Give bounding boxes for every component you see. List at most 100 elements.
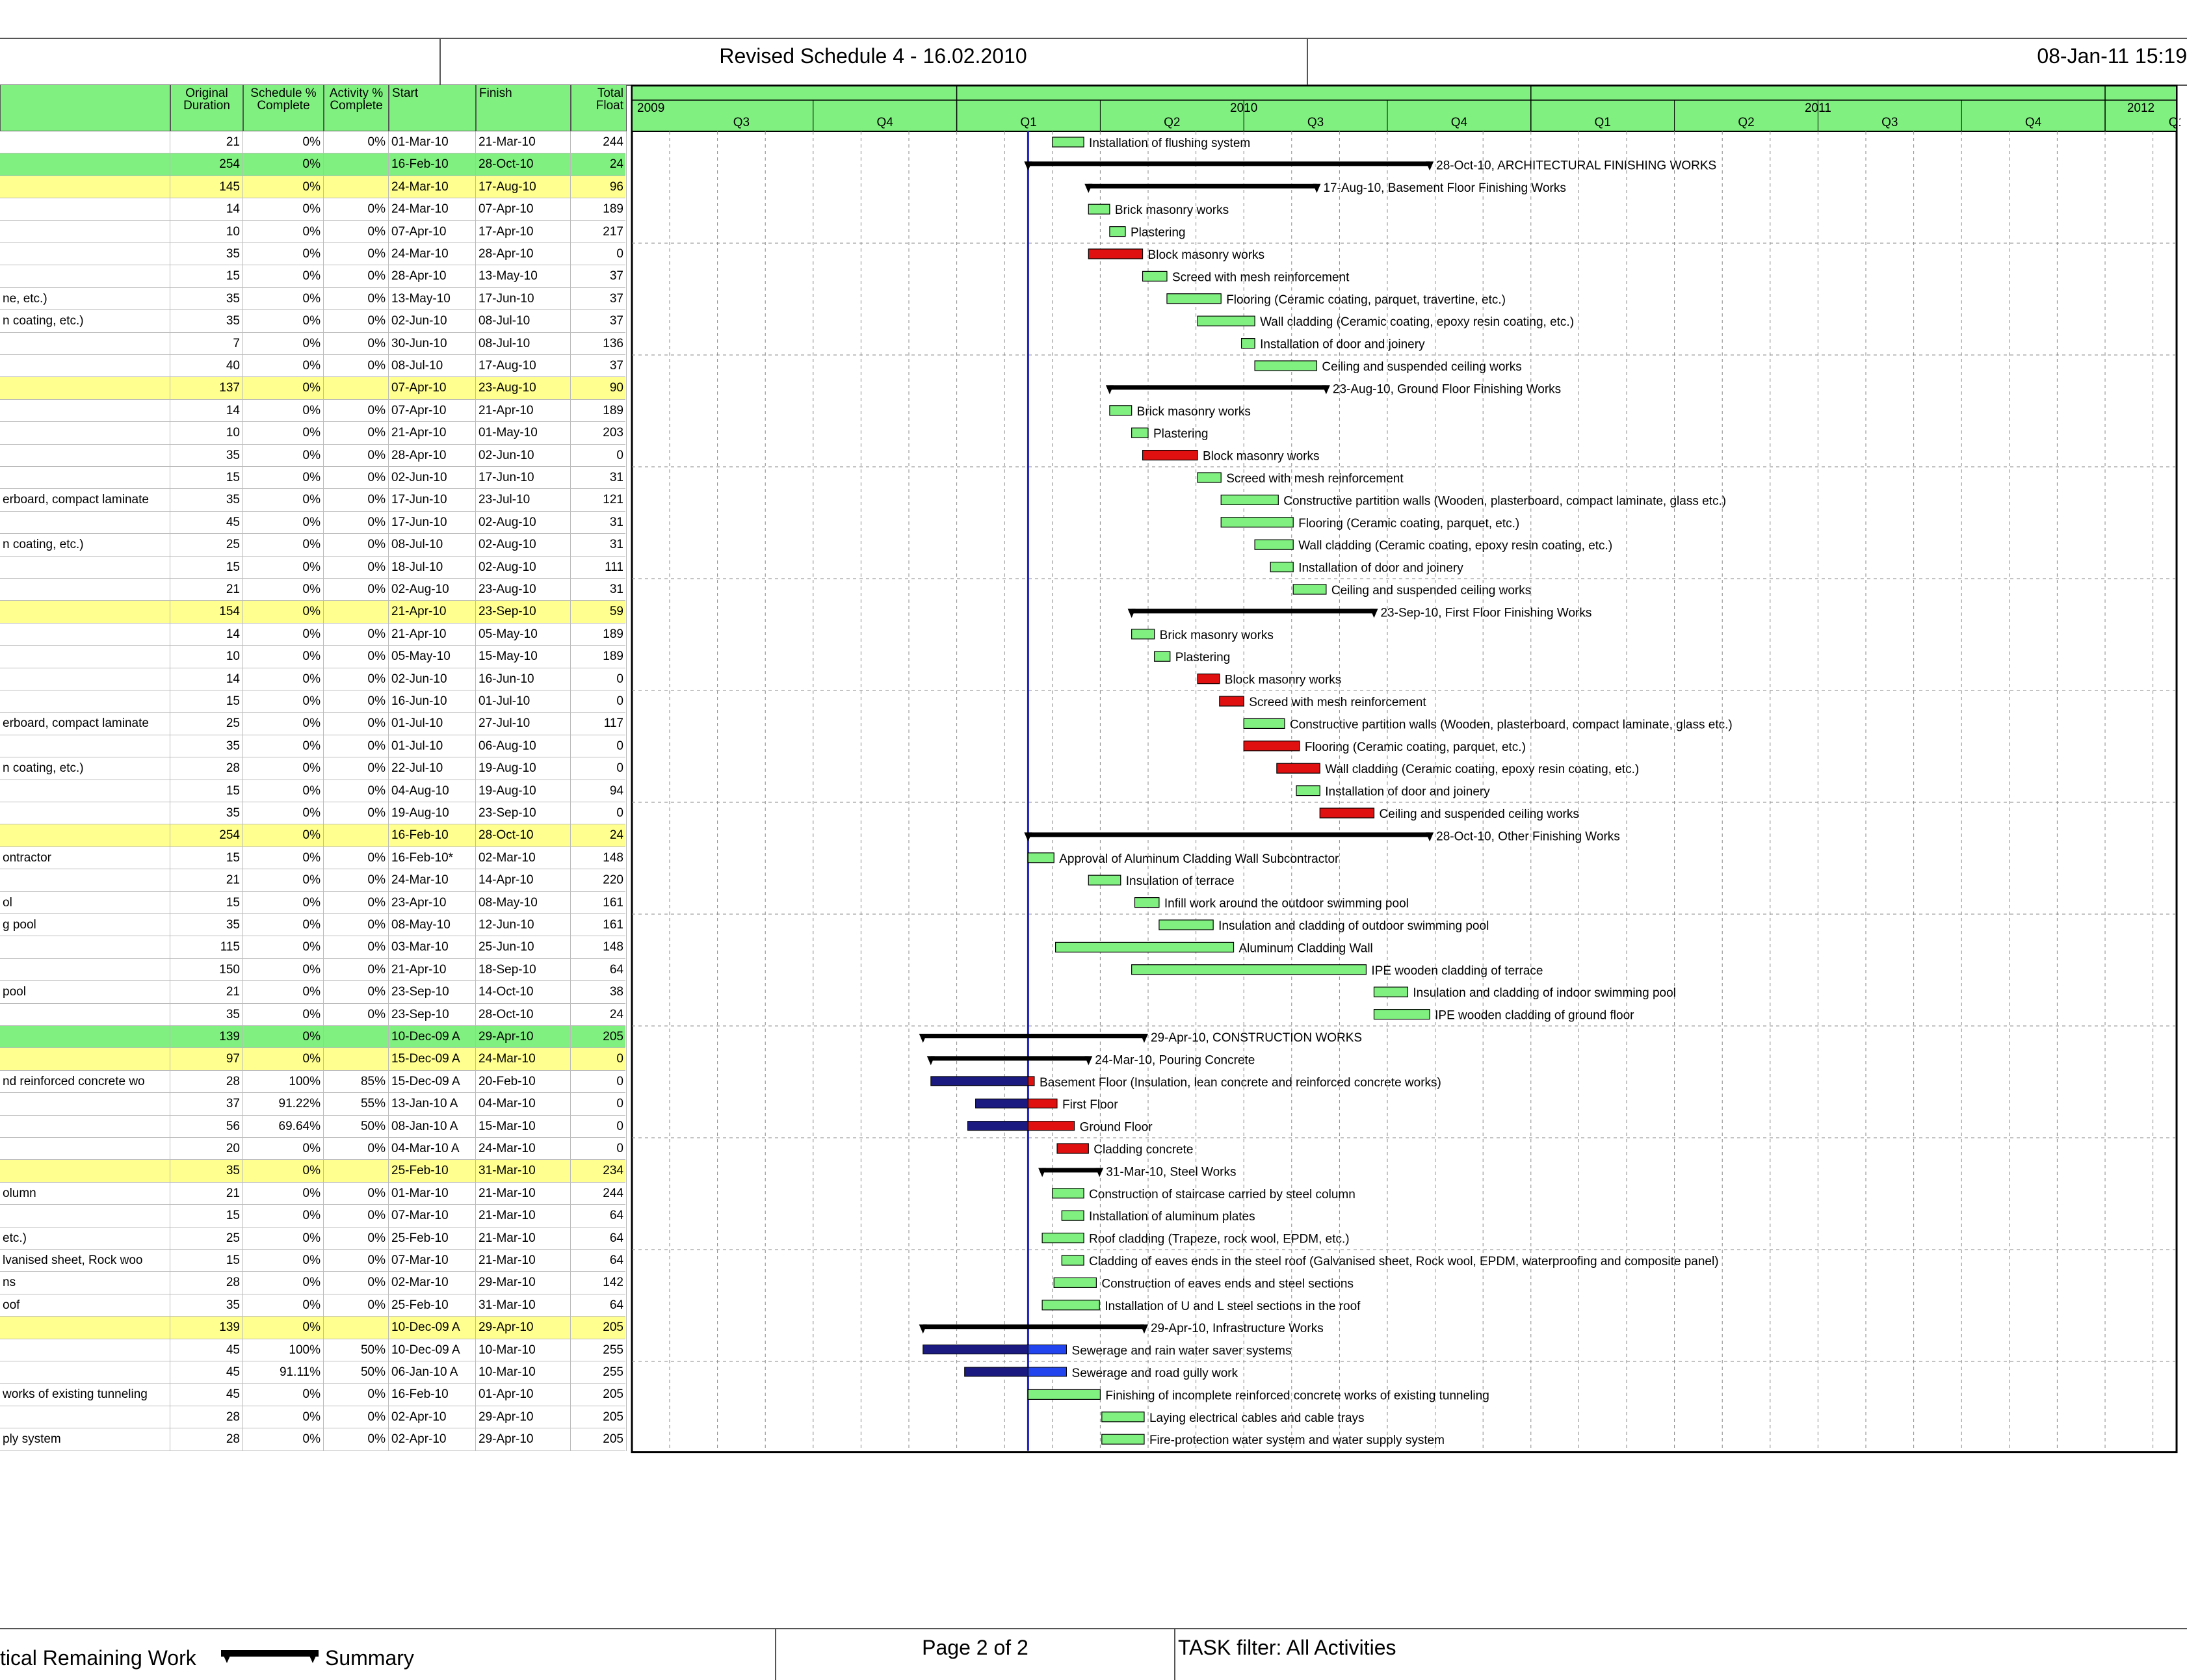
- table-row[interactable]: 254 0% 16-Feb-10 28-Oct-10 24: [0, 824, 627, 847]
- original-duration: 28: [170, 1406, 243, 1429]
- finish-column-header[interactable]: Finish: [476, 85, 571, 131]
- finish-date: 24-Mar-10: [476, 1138, 571, 1161]
- table-row[interactable]: 154 0% 21-Apr-10 23-Sep-10 59: [0, 601, 627, 623]
- table-row[interactable]: erboard, compact laminate 25 0% 0% 01-Jul-10…: [0, 713, 627, 735]
- critical-activity-bar: [1219, 696, 1244, 707]
- table-row[interactable]: 37 91.22% 55% 13-Jan-10 A 04-Mar-10 0: [0, 1093, 627, 1116]
- table-row[interactable]: n coating, etc.) 28 0% 0% 22-Jul-10 19-Aug-10…: [0, 757, 627, 780]
- activity-name: [0, 1317, 170, 1339]
- bar-label: Insulation and cladding of indoor swimmi…: [1413, 986, 1676, 1000]
- table-row[interactable]: ne, etc.) 35 0% 0% 13-May-10 17-Jun-10 37: [0, 287, 627, 311]
- activity-percent: 0%: [324, 668, 389, 690]
- finish-date: 19-Aug-10: [476, 780, 571, 802]
- table-row[interactable]: pool 21 0% 0% 23-Sep-10 14-Oct-10 38: [0, 981, 627, 1004]
- activity-percent: 0%: [324, 936, 389, 959]
- bar-label: Block masonry works: [1203, 450, 1320, 464]
- table-row[interactable]: 15 0% 0% 18-Jul-10 02-Aug-10 111: [0, 556, 627, 579]
- table-row[interactable]: 40 0% 0% 08-Jul-10 17-Aug-10 37: [0, 355, 627, 378]
- table-row[interactable]: 14 0% 0% 24-Mar-10 07-Apr-10 189: [0, 198, 627, 221]
- table-row[interactable]: 139 0% 10-Dec-09 A 29-Apr-10 205: [0, 1317, 627, 1339]
- table-row[interactable]: 97 0% 15-Dec-09 A 24-Mar-10 0: [0, 1048, 627, 1071]
- table-row[interactable]: nd reinforced concrete wo 28 100% 85% 15-Dec…: [0, 1070, 627, 1094]
- table-row[interactable]: 35 0% 0% 24-Mar-10 28-Apr-10 0: [0, 243, 627, 266]
- table-row[interactable]: ontractor 15 0% 0% 16-Feb-10* 02-Mar-10 148: [0, 847, 627, 870]
- table-row[interactable]: 115 0% 0% 03-Mar-10 25-Jun-10 148: [0, 936, 627, 959]
- schedule-percent: 0%: [243, 1406, 324, 1429]
- bar-label: 31-Mar-10, Steel Works: [1106, 1165, 1236, 1179]
- table-row[interactable]: 14 0% 0% 02-Jun-10 16-Jun-10 0: [0, 668, 627, 690]
- original-duration: 28: [170, 1070, 243, 1094]
- table-row[interactable]: 20 0% 0% 04-Mar-10 A 24-Mar-10 0: [0, 1138, 627, 1161]
- start-date: 01-Jul-10: [389, 713, 476, 735]
- table-row[interactable]: 15 0% 0% 04-Aug-10 19-Aug-10 94: [0, 780, 627, 802]
- finish-date: 17-Apr-10: [476, 220, 571, 243]
- total-float: 111: [571, 556, 627, 579]
- finish-date: 29-Apr-10: [476, 1026, 571, 1049]
- table-row[interactable]: 10 0% 0% 21-Apr-10 01-May-10 203: [0, 422, 627, 445]
- table-row[interactable]: ns 28 0% 0% 02-Mar-10 29-Mar-10 142: [0, 1272, 627, 1294]
- table-row[interactable]: 21 0% 0% 02-Aug-10 23-Aug-10 31: [0, 579, 627, 601]
- finish-date: 21-Mar-10: [476, 1205, 571, 1227]
- finish-date: 21-Mar-10: [476, 1250, 571, 1272]
- activity-name: [0, 131, 170, 154]
- table-row[interactable]: 139 0% 10-Dec-09 A 29-Apr-10 205: [0, 1026, 627, 1049]
- table-row[interactable]: ol 15 0% 0% 23-Apr-10 08-May-10 161: [0, 891, 627, 914]
- table-row[interactable]: 45 91.11% 50% 06-Jan-10 A 10-Mar-10 255: [0, 1361, 627, 1384]
- table-row[interactable]: etc.) 25 0% 0% 25-Feb-10 21-Mar-10 64: [0, 1227, 627, 1250]
- table-row[interactable]: 14 0% 0% 21-Apr-10 05-May-10 189: [0, 623, 627, 646]
- start-date: 03-Mar-10: [389, 936, 476, 959]
- table-row[interactable]: 145 0% 24-Mar-10 17-Aug-10 96: [0, 176, 627, 199]
- table-row[interactable]: works of existing tunneling 45 0% 0% 16-Feb-…: [0, 1384, 627, 1406]
- table-row[interactable]: 56 69.64% 50% 08-Jan-10 A 15-Mar-10 0: [0, 1115, 627, 1138]
- table-row[interactable]: 28 0% 0% 02-Apr-10 29-Apr-10 205: [0, 1406, 627, 1429]
- table-row[interactable]: g pool 35 0% 0% 08-May-10 12-Jun-10 161: [0, 914, 627, 937]
- table-row[interactable]: 10 0% 0% 05-May-10 15-May-10 189: [0, 646, 627, 668]
- table-row[interactable]: 7 0% 0% 30-Jun-10 08-Jul-10 136: [0, 332, 627, 355]
- table-row[interactable]: 150 0% 0% 21-Apr-10 18-Sep-10 64: [0, 958, 627, 982]
- table-row[interactable]: lvanised sheet, Rock woo 15 0% 0% 07-Mar-10 2…: [0, 1250, 627, 1272]
- original-duration: 145: [170, 176, 243, 199]
- table-row[interactable]: 10 0% 0% 07-Apr-10 17-Apr-10 217: [0, 220, 627, 243]
- table-row[interactable]: 254 0% 16-Feb-10 28-Oct-10 24: [0, 153, 627, 176]
- name-column-header[interactable]: [0, 85, 170, 131]
- table-row[interactable]: n coating, etc.) 25 0% 0% 08-Jul-10 02-Aug-10…: [0, 534, 627, 557]
- table-row[interactable]: 15 0% 0% 02-Jun-10 17-Jun-10 31: [0, 467, 627, 490]
- schedule-complete-column-header[interactable]: Schedule % Complete: [243, 85, 324, 131]
- table-row[interactable]: 21 0% 0% 01-Mar-10 21-Mar-10 244: [0, 131, 627, 154]
- table-row[interactable]: oof 35 0% 0% 25-Feb-10 31-Mar-10 64: [0, 1294, 627, 1317]
- table-row[interactable]: 137 0% 07-Apr-10 23-Aug-10 90: [0, 377, 627, 400]
- duration-column-header[interactable]: Original Duration: [170, 85, 243, 131]
- table-row[interactable]: ply system 28 0% 0% 02-Apr-10 29-Apr-10 205: [0, 1428, 627, 1451]
- start-column-header[interactable]: Start: [389, 85, 476, 131]
- activity-name: [0, 1160, 170, 1183]
- table-row[interactable]: 14 0% 0% 07-Apr-10 21-Apr-10 189: [0, 399, 627, 423]
- total-float: 0: [571, 690, 627, 713]
- table-row[interactable]: 45 100% 50% 10-Dec-09 A 10-Mar-10 255: [0, 1339, 627, 1361]
- start-date: 23-Apr-10: [389, 891, 476, 914]
- table-row[interactable]: 21 0% 0% 24-Mar-10 14-Apr-10 220: [0, 869, 627, 892]
- total-float: 0: [571, 802, 627, 825]
- table-row[interactable]: 15 0% 0% 07-Mar-10 21-Mar-10 64: [0, 1205, 627, 1227]
- table-row[interactable]: olumn 21 0% 0% 01-Mar-10 21-Mar-10 244: [0, 1182, 627, 1205]
- table-row[interactable]: 45 0% 0% 17-Jun-10 02-Aug-10 31: [0, 511, 627, 534]
- float-column-header[interactable]: Total Float: [571, 85, 627, 131]
- total-float: 189: [571, 399, 627, 423]
- table-row[interactable]: 15 0% 0% 28-Apr-10 13-May-10 37: [0, 265, 627, 288]
- table-row[interactable]: 35 0% 0% 28-Apr-10 02-Jun-10 0: [0, 444, 627, 467]
- table-row[interactable]: 15 0% 0% 16-Jun-10 01-Jul-10 0: [0, 690, 627, 713]
- total-float: 203: [571, 422, 627, 445]
- table-row[interactable]: 35 0% 0% 23-Sep-10 28-Oct-10 24: [0, 1003, 627, 1026]
- activity-bar: [1159, 919, 1214, 930]
- bar-label: Construction of staircase carried by ste…: [1089, 1188, 1355, 1201]
- activity-complete-column-header[interactable]: Activity % Complete: [324, 85, 389, 131]
- table-row[interactable]: 35 0% 0% 19-Aug-10 23-Sep-10 0: [0, 802, 627, 825]
- actual-work-bar: [967, 1121, 1028, 1131]
- table-row[interactable]: erboard, compact laminate 35 0% 0% 17-Jun-10…: [0, 489, 627, 512]
- critical-activity-bar: [1056, 1143, 1089, 1154]
- original-duration: 15: [170, 891, 243, 914]
- table-row[interactable]: 35 0% 25-Feb-10 31-Mar-10 234: [0, 1160, 627, 1183]
- table-row[interactable]: 35 0% 0% 01-Jul-10 06-Aug-10 0: [0, 735, 627, 758]
- original-duration: 35: [170, 310, 243, 333]
- total-float: 189: [571, 646, 627, 668]
- table-row[interactable]: n coating, etc.) 35 0% 0% 02-Jun-10 08-Jul-10…: [0, 310, 627, 333]
